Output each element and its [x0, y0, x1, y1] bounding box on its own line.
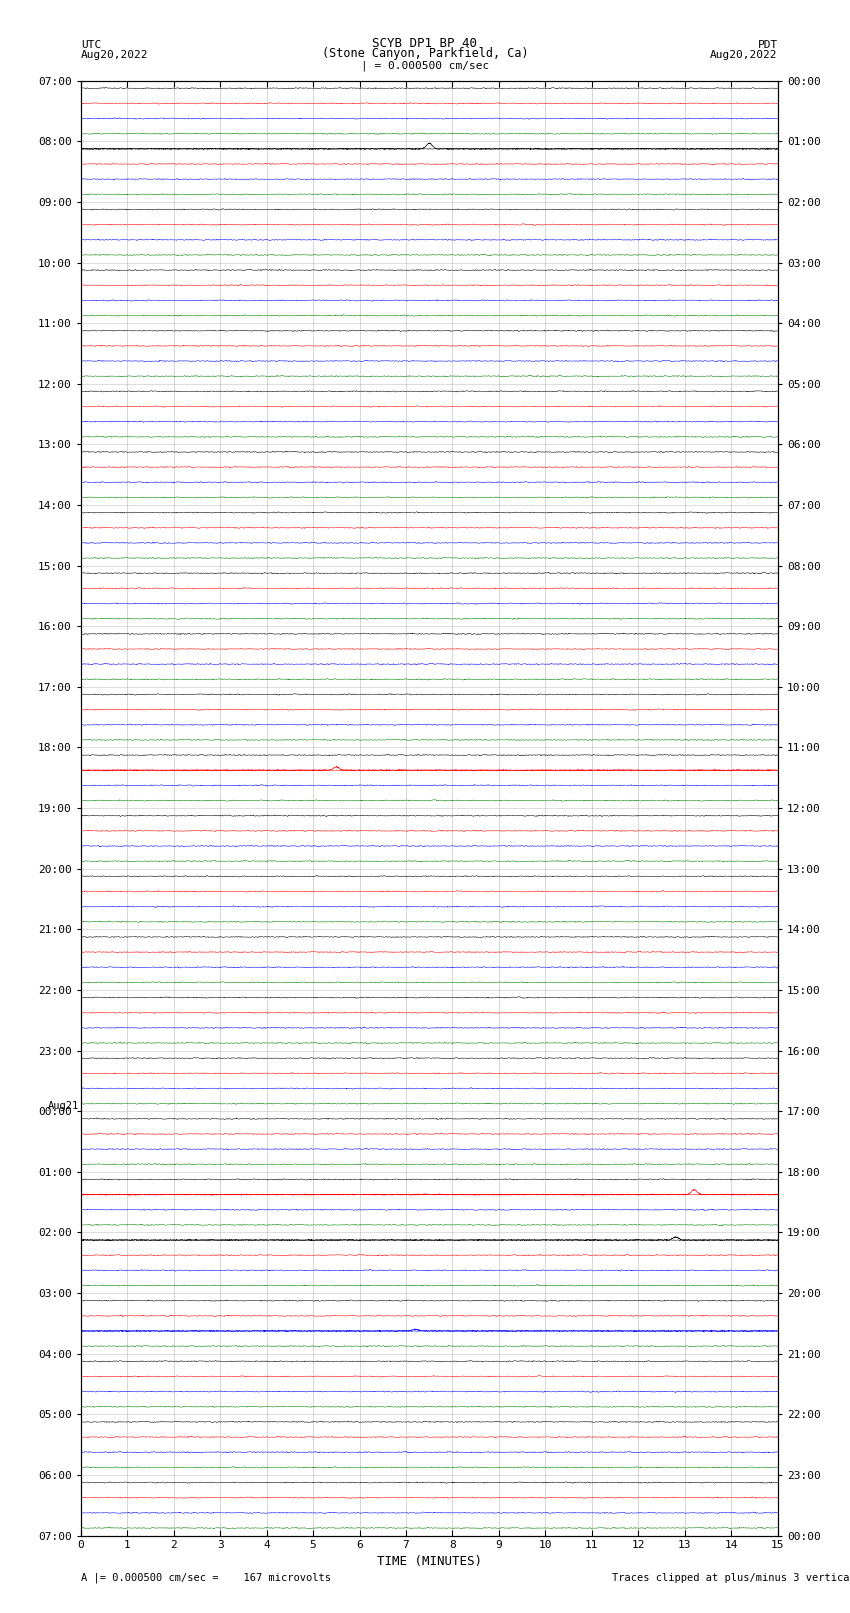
Text: A |= 0.000500 cm/sec =    167 microvolts: A |= 0.000500 cm/sec = 167 microvolts — [81, 1573, 331, 1582]
Text: | = 0.000500 cm/sec: | = 0.000500 cm/sec — [361, 61, 489, 71]
Text: Aug20,2022: Aug20,2022 — [81, 50, 148, 60]
Text: (Stone Canyon, Parkfield, Ca): (Stone Canyon, Parkfield, Ca) — [321, 47, 529, 60]
Text: Aug21: Aug21 — [48, 1102, 79, 1111]
Text: Traces clipped at plus/minus 3 vertical divisions: Traces clipped at plus/minus 3 vertical … — [612, 1573, 850, 1582]
Text: UTC: UTC — [81, 40, 101, 50]
Text: SCYB DP1 BP 40: SCYB DP1 BP 40 — [372, 37, 478, 50]
Text: Aug20,2022: Aug20,2022 — [711, 50, 778, 60]
Text: PDT: PDT — [757, 40, 778, 50]
X-axis label: TIME (MINUTES): TIME (MINUTES) — [377, 1555, 482, 1568]
